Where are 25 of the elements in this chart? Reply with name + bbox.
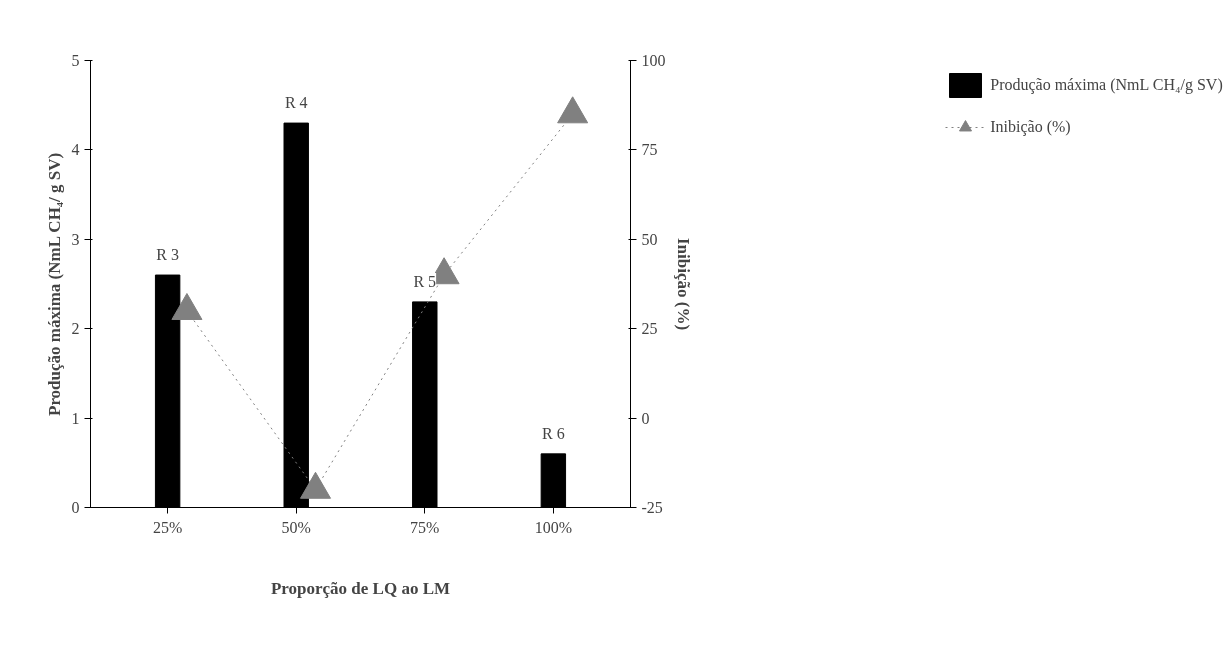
y-tick-label: 4 <box>71 141 80 159</box>
y2-axis-title: Inibição (%) <box>673 237 693 331</box>
legend-label: Produção máxima (NmL CH₄/g SV) <box>990 76 1223 94</box>
y2-tick-label: 0 <box>641 409 650 427</box>
x-tick-label: 75% <box>410 518 440 536</box>
y-tick-label: 3 <box>71 230 80 248</box>
legend-label: Inibição (%) <box>990 118 1071 136</box>
y-tick-label: 2 <box>71 320 80 338</box>
y-axis-title: Produção máxima (NmL CH₄/ g SV) <box>44 152 64 417</box>
y-tick-label: 0 <box>71 499 80 516</box>
x-axis-title: Proporção de LQ ao LM <box>270 578 451 598</box>
annotation: R 6 <box>542 424 565 442</box>
y2-tick-label: 75 <box>641 141 658 159</box>
x-tick-label: 25% <box>152 518 183 536</box>
x-tick-label: 50% <box>281 518 311 536</box>
y2-tick-label: 25 <box>641 320 658 338</box>
annotation: R 5 <box>413 272 437 290</box>
y-tick-label: 1 <box>71 409 80 427</box>
annotation: R 4 <box>284 94 308 112</box>
y2-tick-label: 100 <box>641 52 666 69</box>
annotation: R 3 <box>156 246 179 264</box>
y2-tick-label: -25 <box>641 499 663 516</box>
y2-tick-label: 50 <box>641 230 658 248</box>
x-tick-label: 100% <box>534 518 573 536</box>
y-tick-label: 5 <box>71 52 80 69</box>
